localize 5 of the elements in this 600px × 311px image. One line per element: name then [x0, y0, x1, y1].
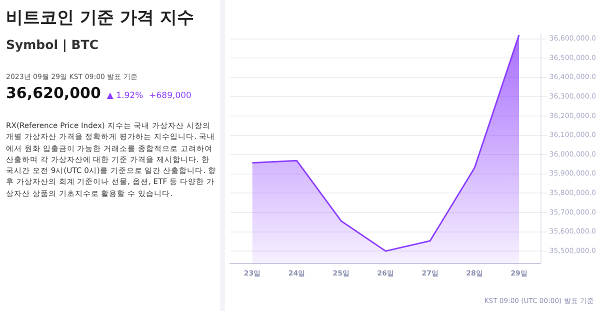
- text: Symbol | BTC: [6, 37, 100, 52]
- chart-title: 비트코인 기준 가격 지수: [6, 7, 195, 29]
- text: 36,620,000: [6, 84, 101, 102]
- text: +689,000: [149, 91, 192, 101]
- text: ▲ 1.92%: [106, 91, 144, 101]
